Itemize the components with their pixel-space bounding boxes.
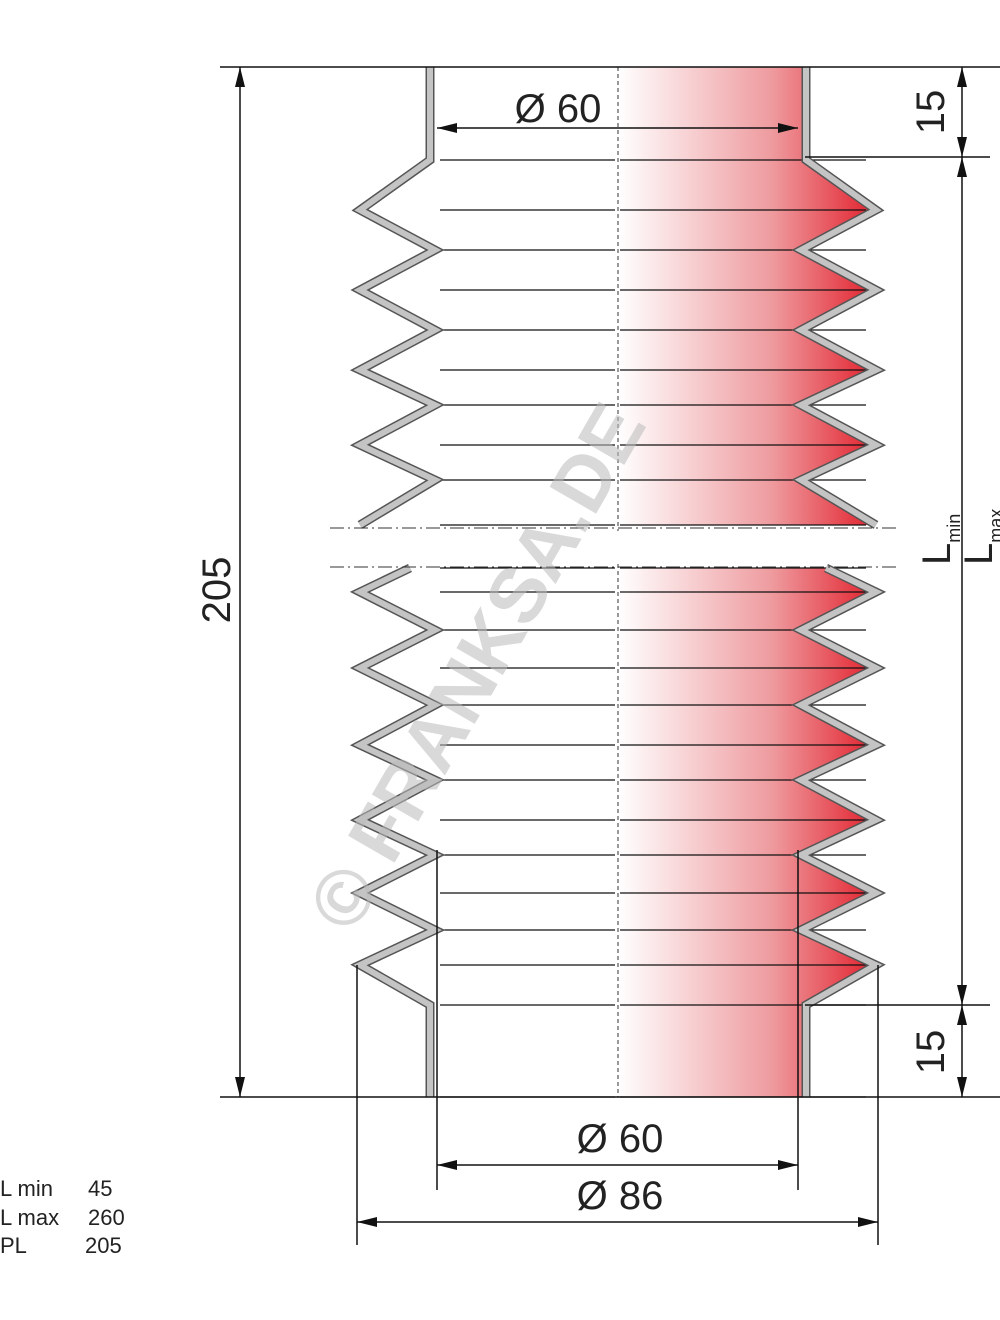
bottom-collar-length: 15 bbox=[909, 1030, 953, 1075]
top-diameter: Ø 60 bbox=[515, 87, 602, 131]
l-min-label: Lmin bbox=[915, 514, 964, 565]
wall bbox=[794, 565, 883, 1097]
l-max-main: L bbox=[957, 543, 1000, 565]
spec-label: PL bbox=[0, 1233, 27, 1258]
specs: L min 45 L max 260 PL 205 bbox=[0, 1176, 125, 1258]
l-max-sub: max bbox=[986, 509, 1000, 543]
bottom-diameter: Ø 60 bbox=[577, 1117, 664, 1161]
l-min-sub: min bbox=[944, 514, 964, 543]
l-min-main: L bbox=[915, 543, 959, 565]
spec-value: 260 bbox=[88, 1205, 125, 1230]
spec-value: 45 bbox=[88, 1176, 112, 1201]
pressed-length: 205 bbox=[195, 557, 239, 624]
wall bbox=[353, 67, 442, 528]
l-max-label: Lmax bbox=[957, 509, 1000, 565]
spec-label: L max bbox=[0, 1205, 59, 1230]
watermark: © FRANKSA.DE bbox=[291, 389, 662, 944]
bellows bbox=[325, 67, 905, 1098]
break-gap bbox=[325, 531, 905, 564]
wall bbox=[353, 565, 442, 1097]
top-collar-length: 15 bbox=[909, 90, 953, 135]
spec-label: L min bbox=[0, 1176, 53, 1201]
spec-value: 205 bbox=[85, 1233, 122, 1258]
outer-diameter: Ø 86 bbox=[577, 1174, 664, 1218]
dimension-lines bbox=[220, 66, 1000, 1245]
red-section bbox=[618, 67, 876, 525]
wall bbox=[794, 67, 883, 528]
